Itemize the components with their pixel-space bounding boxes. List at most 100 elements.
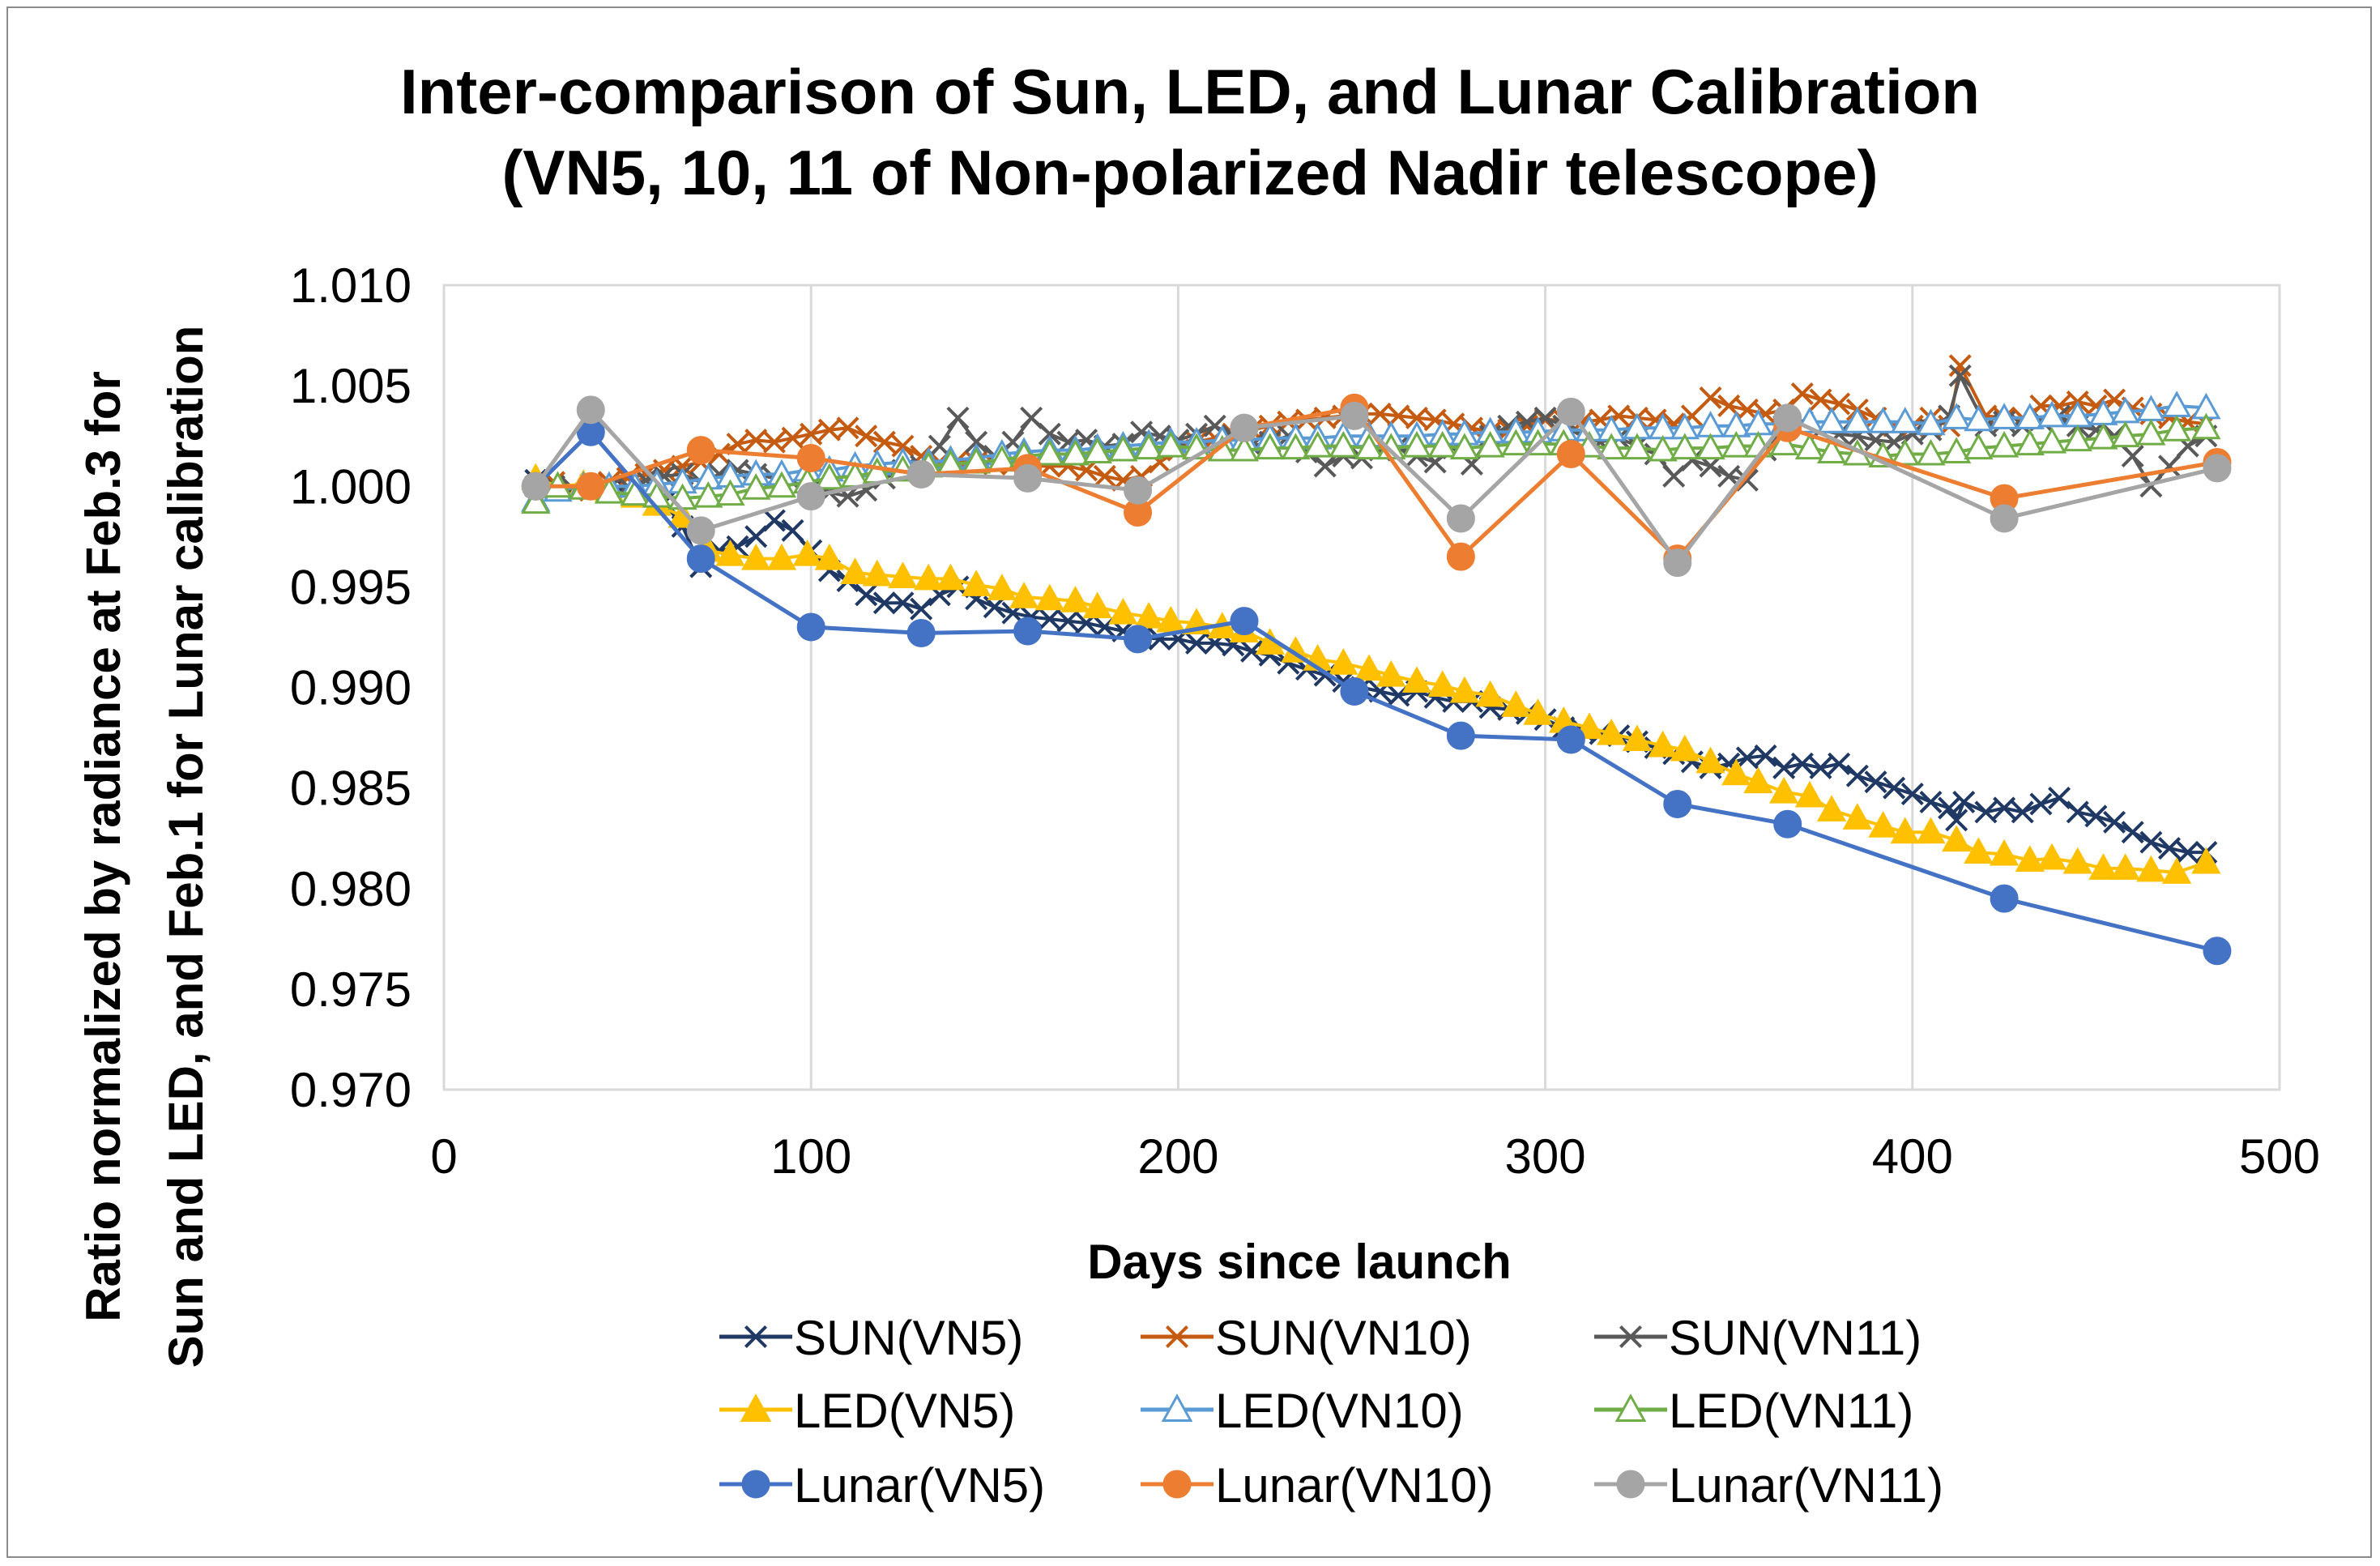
data-point bbox=[1964, 837, 1994, 864]
data-point bbox=[906, 459, 936, 489]
data-point bbox=[2037, 426, 2067, 454]
data-point bbox=[715, 539, 745, 566]
data-point bbox=[1009, 582, 1039, 608]
data-point bbox=[1038, 422, 1061, 446]
data-point bbox=[2015, 429, 2045, 456]
data-point bbox=[2088, 422, 2118, 450]
data-point bbox=[1156, 430, 1186, 458]
data-point bbox=[2203, 937, 2232, 966]
data-point bbox=[2103, 810, 2126, 834]
data-point bbox=[762, 430, 786, 454]
data-point bbox=[1989, 430, 2020, 458]
data-point bbox=[1816, 795, 1847, 821]
data-point bbox=[1281, 433, 1311, 460]
legend-marker bbox=[1162, 1470, 1192, 1499]
data-point bbox=[1809, 756, 1832, 779]
data-point bbox=[1060, 586, 1090, 612]
plot-border bbox=[442, 284, 2281, 1091]
y-tick-label: 0.975 bbox=[290, 962, 412, 1017]
legend-item: Lunar(VN10) bbox=[1141, 1458, 1494, 1513]
data-point bbox=[1942, 403, 1972, 429]
legend-label: LED(VN10) bbox=[1215, 1384, 1464, 1438]
data-point bbox=[1864, 770, 1887, 794]
data-point bbox=[987, 574, 1017, 600]
data-point bbox=[2158, 837, 2182, 860]
data-point bbox=[2015, 845, 2045, 872]
data-point bbox=[1670, 433, 1700, 460]
series-lunar-vn11 bbox=[521, 395, 2232, 578]
legend-label: SUN(VN5) bbox=[794, 1311, 1023, 1365]
data-point bbox=[1376, 659, 1406, 687]
data-point bbox=[840, 557, 870, 584]
legend-item: SUN(VN10) bbox=[1141, 1311, 1472, 1365]
chart-frame bbox=[6, 6, 2372, 1558]
legend-label: LED(VN11) bbox=[1669, 1384, 1913, 1438]
data-point bbox=[1794, 433, 1825, 460]
data-point bbox=[1773, 403, 1802, 433]
data-point bbox=[1427, 430, 1457, 458]
data-point bbox=[1229, 434, 1260, 462]
data-point bbox=[1948, 354, 1972, 378]
data-point bbox=[2037, 400, 2067, 428]
data-point bbox=[1919, 790, 1943, 814]
legend-label: SUN(VN10) bbox=[1215, 1311, 1472, 1365]
data-point bbox=[1446, 504, 1475, 533]
data-point bbox=[936, 563, 966, 591]
data-point bbox=[792, 539, 822, 566]
data-point bbox=[1772, 756, 1796, 779]
data-point bbox=[1916, 438, 1946, 466]
data-point bbox=[1446, 542, 1475, 571]
data-point bbox=[1938, 796, 1961, 820]
data-point bbox=[1108, 597, 1138, 625]
data-point bbox=[1082, 591, 1112, 619]
data-point bbox=[1663, 789, 1692, 818]
data-point bbox=[1133, 601, 1164, 629]
data-point bbox=[946, 406, 970, 429]
series-layer bbox=[521, 354, 2232, 966]
data-point bbox=[1794, 780, 1825, 808]
data-point bbox=[1230, 607, 1259, 636]
data-point bbox=[781, 518, 804, 542]
data-point bbox=[521, 472, 550, 501]
y-tick-label: 1.000 bbox=[290, 459, 412, 514]
legend-label: Lunar(VN10) bbox=[1215, 1458, 1494, 1513]
data-point bbox=[1230, 413, 1259, 442]
x-tick-label: 0 bbox=[430, 1129, 457, 1184]
data-point bbox=[872, 591, 896, 615]
legend-marker bbox=[740, 1393, 772, 1422]
data-point bbox=[1020, 406, 1043, 429]
data-point bbox=[1313, 454, 1337, 478]
data-point bbox=[1743, 766, 1773, 794]
data-point bbox=[1845, 764, 1869, 787]
data-point bbox=[1942, 437, 1972, 464]
data-point bbox=[2121, 821, 2144, 844]
data-point bbox=[914, 563, 944, 591]
y-tick-label: 1.010 bbox=[290, 258, 412, 313]
legend-marker bbox=[741, 1470, 770, 1499]
data-point bbox=[817, 418, 841, 442]
data-point bbox=[2029, 792, 2053, 816]
y-tick-label: 0.980 bbox=[290, 862, 412, 916]
data-point bbox=[1989, 403, 2020, 429]
data-point bbox=[2203, 454, 2232, 483]
data-point bbox=[1952, 790, 1976, 814]
data-point bbox=[1475, 680, 1505, 707]
legend: SUN(VN5) SUN(VN10) SUN(VN11) LED(VN5) LED(VN… bbox=[719, 1311, 1943, 1513]
data-point bbox=[1828, 752, 1851, 775]
data-point bbox=[1556, 440, 1585, 469]
data-point bbox=[1185, 631, 1209, 655]
data-point bbox=[1721, 758, 1751, 786]
chart-title-line-2: (VN5, 10, 11 of Non-polarized Nadir tele… bbox=[501, 137, 1878, 208]
data-point bbox=[800, 422, 823, 446]
data-point bbox=[891, 591, 915, 615]
legend-marker bbox=[1165, 1325, 1189, 1349]
data-point bbox=[2011, 800, 2034, 824]
data-point bbox=[1721, 430, 1751, 458]
data-point bbox=[1890, 407, 1920, 433]
y-axis-title-line-2: Sun and LED, and Feb.1 for Lunar calibra… bbox=[159, 326, 213, 1368]
data-point bbox=[1124, 476, 1153, 505]
data-point bbox=[741, 543, 771, 570]
data-point bbox=[1556, 397, 1585, 426]
data-point bbox=[1974, 800, 1998, 824]
data-point bbox=[1574, 712, 1605, 740]
